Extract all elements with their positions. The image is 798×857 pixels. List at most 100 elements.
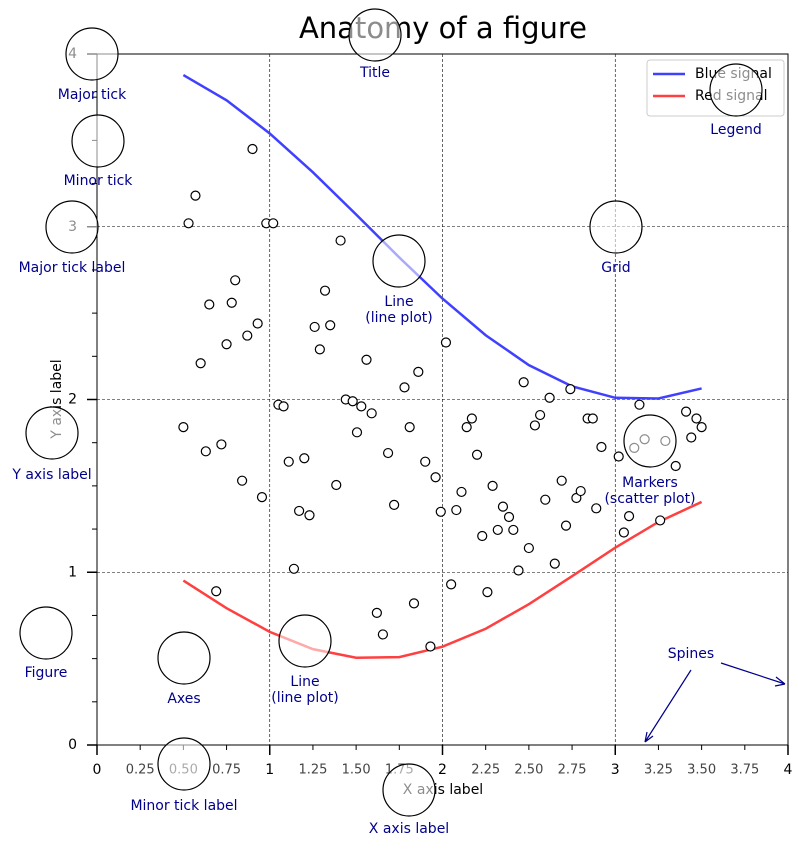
- marker: [587, 413, 598, 424]
- marker: [356, 401, 367, 412]
- marker: [256, 492, 268, 503]
- marker: [420, 456, 431, 467]
- marker: [221, 339, 232, 350]
- annotation-label: Title: [359, 65, 390, 81]
- annotation-circle: [65, 27, 119, 81]
- annotation-label: (scatter plot): [604, 491, 695, 507]
- marker: [451, 504, 462, 516]
- x-minor-tick-label: 1.25: [298, 763, 327, 778]
- marker: [596, 441, 607, 453]
- x-minor-tick-label: 1.50: [342, 763, 371, 778]
- x-minor-tick-label: 2.75: [558, 763, 587, 778]
- x-minor-tick-label: 0.25: [126, 763, 155, 778]
- marker: [435, 506, 446, 517]
- marker: [556, 475, 567, 486]
- annotation-label: Major tick: [58, 87, 127, 103]
- marker: [487, 480, 498, 491]
- marker: [477, 530, 488, 542]
- x-minor-tick-label: 3.50: [687, 763, 716, 778]
- marker: [549, 558, 560, 569]
- marker: [325, 320, 336, 331]
- marker: [686, 432, 697, 443]
- marker: [535, 409, 546, 421]
- marker: [540, 494, 551, 505]
- marker: [613, 451, 624, 462]
- marker: [347, 396, 358, 407]
- marker: [268, 218, 279, 229]
- marker: [466, 413, 477, 424]
- y-tick-label: 2: [68, 392, 77, 408]
- line: [182, 500, 703, 660]
- marker: [309, 321, 320, 333]
- annotation-circle: [157, 631, 211, 685]
- annotation-circle: [709, 63, 763, 117]
- marker: [319, 285, 331, 296]
- marker: [408, 598, 420, 609]
- x-minor-tick-label: 3.75: [730, 763, 759, 778]
- marker: [216, 439, 227, 450]
- marker: [382, 447, 394, 459]
- marker: [497, 501, 509, 512]
- marker: [399, 382, 410, 393]
- marker: [190, 190, 201, 201]
- annotation-label: Minor tick: [64, 173, 134, 189]
- annotation-circle: [157, 737, 211, 791]
- marker: [575, 485, 586, 497]
- marker: [178, 422, 189, 433]
- marker: [461, 422, 472, 433]
- annotation-circle: [71, 114, 125, 168]
- marker: [331, 479, 342, 491]
- marker: [471, 449, 483, 460]
- marker: [389, 499, 400, 510]
- y-tick-label: 0: [68, 737, 77, 753]
- marker: [252, 318, 263, 329]
- spines: [96, 53, 789, 746]
- chart-title: Anatomy of a figure: [299, 11, 587, 45]
- marker: [413, 366, 424, 377]
- marker: [492, 524, 503, 536]
- marker: [335, 235, 346, 246]
- annotation-label: Spines: [668, 646, 714, 662]
- annotation-circle: [623, 414, 677, 468]
- marker: [278, 401, 289, 412]
- marker: [518, 377, 529, 388]
- annotation-circle: [589, 200, 643, 254]
- x-tick-label: 0: [93, 762, 102, 778]
- marker: [377, 629, 389, 640]
- marker: [283, 456, 294, 467]
- marker: [371, 607, 382, 618]
- marker: [361, 354, 372, 365]
- marker: [314, 344, 325, 355]
- marker: [200, 446, 211, 457]
- marker: [299, 453, 310, 464]
- annotation-label: Major tick label: [19, 260, 126, 276]
- x-tick-label: 3: [611, 762, 620, 778]
- marker: [634, 399, 645, 410]
- annotation-label: Y axis label: [11, 467, 91, 483]
- marker: [226, 297, 237, 308]
- marker: [560, 520, 572, 531]
- annotation-label: Markers: [622, 475, 678, 491]
- annotation-circle: [45, 200, 99, 254]
- annotation-label: Minor tick label: [130, 798, 237, 814]
- line: [182, 73, 702, 400]
- marker: [247, 143, 258, 155]
- marker: [230, 275, 241, 286]
- marker: [482, 587, 493, 598]
- x-tick-label: 1: [265, 762, 274, 778]
- annotation-circle: [278, 614, 332, 668]
- annotation-label: (line plot): [271, 690, 338, 706]
- marker: [242, 330, 253, 341]
- marker: [351, 427, 363, 438]
- marker: [446, 579, 457, 590]
- marker: [544, 392, 555, 403]
- marker: [183, 218, 194, 229]
- marker: [503, 511, 515, 523]
- annotation-label: (line plot): [365, 310, 432, 326]
- x-tick-label: 4: [784, 762, 793, 778]
- marker: [618, 527, 629, 538]
- annotation-label: Legend: [710, 122, 761, 138]
- marker: [237, 475, 248, 486]
- marker: [523, 542, 534, 554]
- annotation-circle: [372, 234, 426, 288]
